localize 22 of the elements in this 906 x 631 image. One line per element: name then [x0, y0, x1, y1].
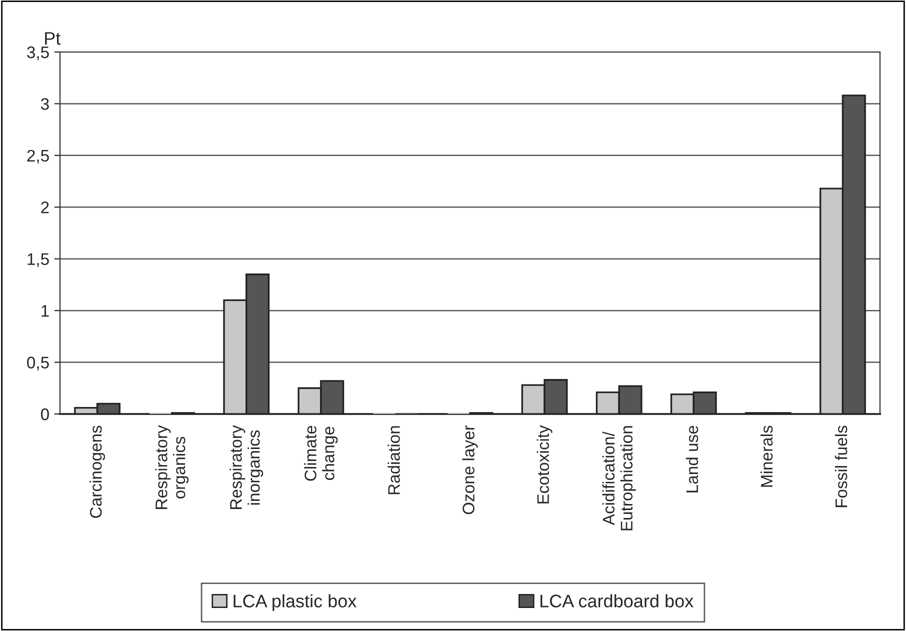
- x-tick-label: Acidification/ Eutrophication: [602, 426, 636, 530]
- y-tick-label: 3,5: [27, 46, 49, 60]
- x-tick-label: Respiratory organics: [155, 425, 189, 509]
- x-tick-label: Respiratory inorganics: [230, 425, 264, 509]
- y-tick-label: 2: [41, 202, 49, 214]
- x-tick-label: Climate change: [304, 426, 338, 481]
- x-tick-label: Carcinogens: [90, 426, 106, 518]
- y-tick-label: 1: [42, 305, 49, 317]
- y-tick-label: 2,5: [27, 150, 49, 164]
- y-axis-title: Pt: [45, 32, 61, 45]
- legend-label: LCA plastic box: [234, 594, 356, 612]
- x-tick-label: Land use: [686, 426, 698, 492]
- y-tick-label: 0,5: [27, 356, 49, 370]
- x-tick-label: Ecotoxicity: [536, 425, 552, 504]
- x-tick-label: Fossil fuels: [834, 426, 848, 508]
- x-tick-label: Ozone layer: [462, 425, 478, 514]
- x-tick-label: Minerals: [760, 426, 773, 487]
- x-tick-label: Radiation: [388, 426, 400, 494]
- y-tick-label: 1,5: [28, 253, 49, 268]
- y-tick-label: 3: [40, 98, 49, 110]
- y-tick-label: 0: [40, 408, 49, 420]
- legend-label: LCA cardboard box: [540, 594, 694, 608]
